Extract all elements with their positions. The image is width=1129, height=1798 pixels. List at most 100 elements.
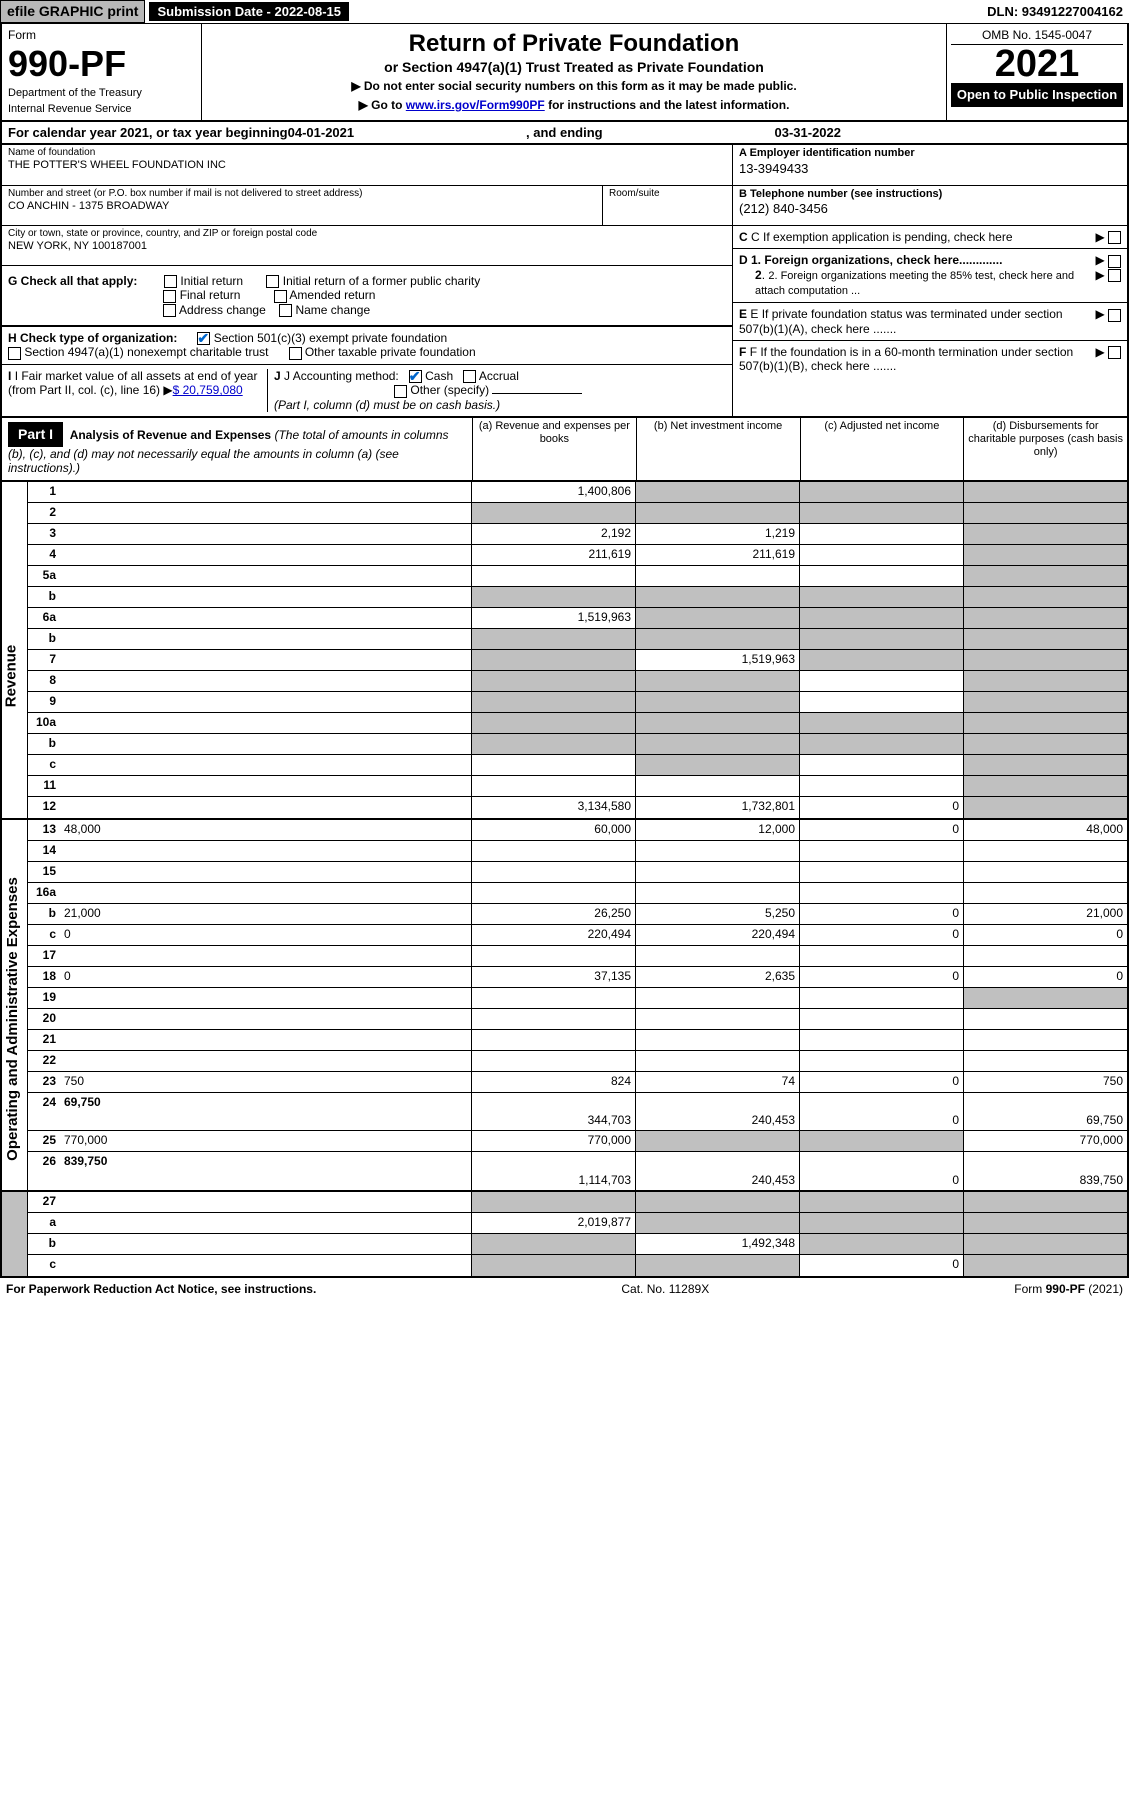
value-col-d	[964, 482, 1127, 502]
efile-button[interactable]: efile GRAPHIC print	[0, 0, 145, 23]
row-number: 25	[28, 1131, 60, 1151]
value-col-a	[472, 671, 636, 691]
value-col-b: 12,000	[636, 820, 800, 840]
table-row: 25770,000770,000770,000	[28, 1131, 1127, 1152]
value-col-c	[800, 650, 964, 670]
addr-label: Number and street (or P.O. box number if…	[8, 188, 596, 200]
table-row: 19	[28, 988, 1127, 1009]
value-col-b	[636, 671, 800, 691]
info-left: Name of foundation THE POTTER'S WHEEL FO…	[2, 145, 732, 416]
value-col-a	[472, 1192, 636, 1212]
value-col-d: 839,750	[964, 1152, 1127, 1190]
e-checkbox[interactable]	[1108, 309, 1121, 322]
address-change-checkbox[interactable]	[163, 304, 176, 317]
value-col-c	[800, 1234, 964, 1254]
value-col-d: 48,000	[964, 820, 1127, 840]
value-col-d	[964, 524, 1127, 544]
fmv-value[interactable]: $ 20,759,080	[173, 383, 243, 397]
dept-irs: Internal Revenue Service	[8, 103, 195, 116]
value-col-d	[964, 692, 1127, 712]
form-subtitle: or Section 4947(a)(1) Trust Treated as P…	[212, 59, 936, 76]
cash-checkbox[interactable]	[409, 370, 422, 383]
final-return-checkbox[interactable]	[163, 290, 176, 303]
expenses-vtab-text: Operating and Administrative Expenses	[4, 877, 22, 1161]
value-col-a: 824	[472, 1072, 636, 1092]
row-description: 839,750	[60, 1152, 472, 1190]
d2-checkbox[interactable]	[1108, 269, 1121, 282]
initial-return-former-checkbox[interactable]	[266, 275, 279, 288]
row-description	[60, 1234, 472, 1254]
other-taxable-checkbox[interactable]	[289, 347, 302, 360]
b-label: B Telephone number (see instructions)	[739, 188, 942, 200]
city-label: City or town, state or province, country…	[8, 228, 726, 240]
d1-checkbox[interactable]	[1108, 255, 1121, 268]
header-right: OMB No. 1545-0047 2021 Open to Public In…	[947, 24, 1127, 120]
other-method-checkbox[interactable]	[394, 385, 407, 398]
value-col-a	[472, 587, 636, 607]
value-col-b	[636, 587, 800, 607]
amended-return-checkbox[interactable]	[274, 290, 287, 303]
row-description	[60, 797, 472, 818]
row-number: a	[28, 1213, 60, 1233]
g-opt-2: Final return	[180, 288, 241, 302]
value-col-c	[800, 862, 964, 882]
row-description	[60, 503, 472, 523]
row-number: 21	[28, 1030, 60, 1050]
table-row: b	[28, 734, 1127, 755]
form-url-link[interactable]: www.irs.gov/Form990PF	[406, 98, 545, 112]
value-col-b	[636, 755, 800, 775]
table-row: a 2,019,877	[28, 1213, 1127, 1234]
bottom-table: 27a2,019,877b1,492,348c0	[0, 1192, 1129, 1278]
row-description: 48,000	[60, 820, 472, 840]
value-col-d	[964, 587, 1127, 607]
value-col-c: 0	[800, 904, 964, 924]
table-row: 8	[28, 671, 1127, 692]
value-col-a	[472, 1030, 636, 1050]
value-col-a: 3,134,580	[472, 797, 636, 818]
accrual-checkbox[interactable]	[463, 370, 476, 383]
value-col-b	[636, 862, 800, 882]
value-col-d	[964, 1030, 1127, 1050]
name-change-checkbox[interactable]	[279, 304, 292, 317]
row-description: 0	[60, 925, 472, 945]
value-col-c: 0	[800, 967, 964, 987]
top-bar: efile GRAPHIC print Submission Date - 20…	[0, 0, 1129, 24]
j-cash: Cash	[425, 369, 453, 383]
value-col-a: 2,192	[472, 524, 636, 544]
j-label: J Accounting method:	[284, 369, 399, 383]
value-col-a: 2,019,877	[472, 1213, 636, 1233]
bottom-body: 27a2,019,877b1,492,348c0	[28, 1192, 1127, 1276]
value-col-c	[800, 776, 964, 796]
g-opt-1: Initial return of a former public charit…	[283, 274, 480, 288]
cal-begin: 04-01-2021	[288, 125, 355, 141]
value-col-d	[964, 734, 1127, 754]
value-col-c: 0	[800, 1072, 964, 1092]
table-row: 20	[28, 1009, 1127, 1030]
4947a1-checkbox[interactable]	[8, 347, 21, 360]
f-checkbox[interactable]	[1108, 346, 1121, 359]
foundation-city: NEW YORK, NY 100187001	[8, 240, 726, 253]
table-row: 26839,7501,114,703240,4530839,750	[28, 1152, 1127, 1190]
value-col-a	[472, 862, 636, 882]
value-col-a	[472, 566, 636, 586]
table-row: c	[28, 755, 1127, 776]
revenue-body: 11,400,806232,1921,2194211,619211,6195ab…	[28, 482, 1127, 818]
501c3-checkbox[interactable]	[197, 332, 210, 345]
value-col-d	[964, 1009, 1127, 1029]
table-row: 5a	[28, 566, 1127, 587]
row-number: 14	[28, 841, 60, 861]
row-number: 6a	[28, 608, 60, 628]
footer-right: Form 990-PF (2021)	[1014, 1282, 1123, 1296]
row-number: 15	[28, 862, 60, 882]
initial-return-checkbox[interactable]	[164, 275, 177, 288]
j-accrual: Accrual	[479, 369, 519, 383]
table-row: c0	[28, 1255, 1127, 1276]
d1-label: D 1. Foreign organizations, check here..…	[739, 253, 1002, 267]
expenses-vtab: Operating and Administrative Expenses	[2, 820, 28, 1190]
value-col-b	[636, 776, 800, 796]
col-a-head: (a) Revenue and expenses per books	[472, 418, 636, 480]
row-description	[60, 524, 472, 544]
value-col-b	[636, 946, 800, 966]
part1-heading: Analysis of Revenue and Expenses	[70, 428, 271, 442]
c-checkbox[interactable]	[1108, 231, 1121, 244]
